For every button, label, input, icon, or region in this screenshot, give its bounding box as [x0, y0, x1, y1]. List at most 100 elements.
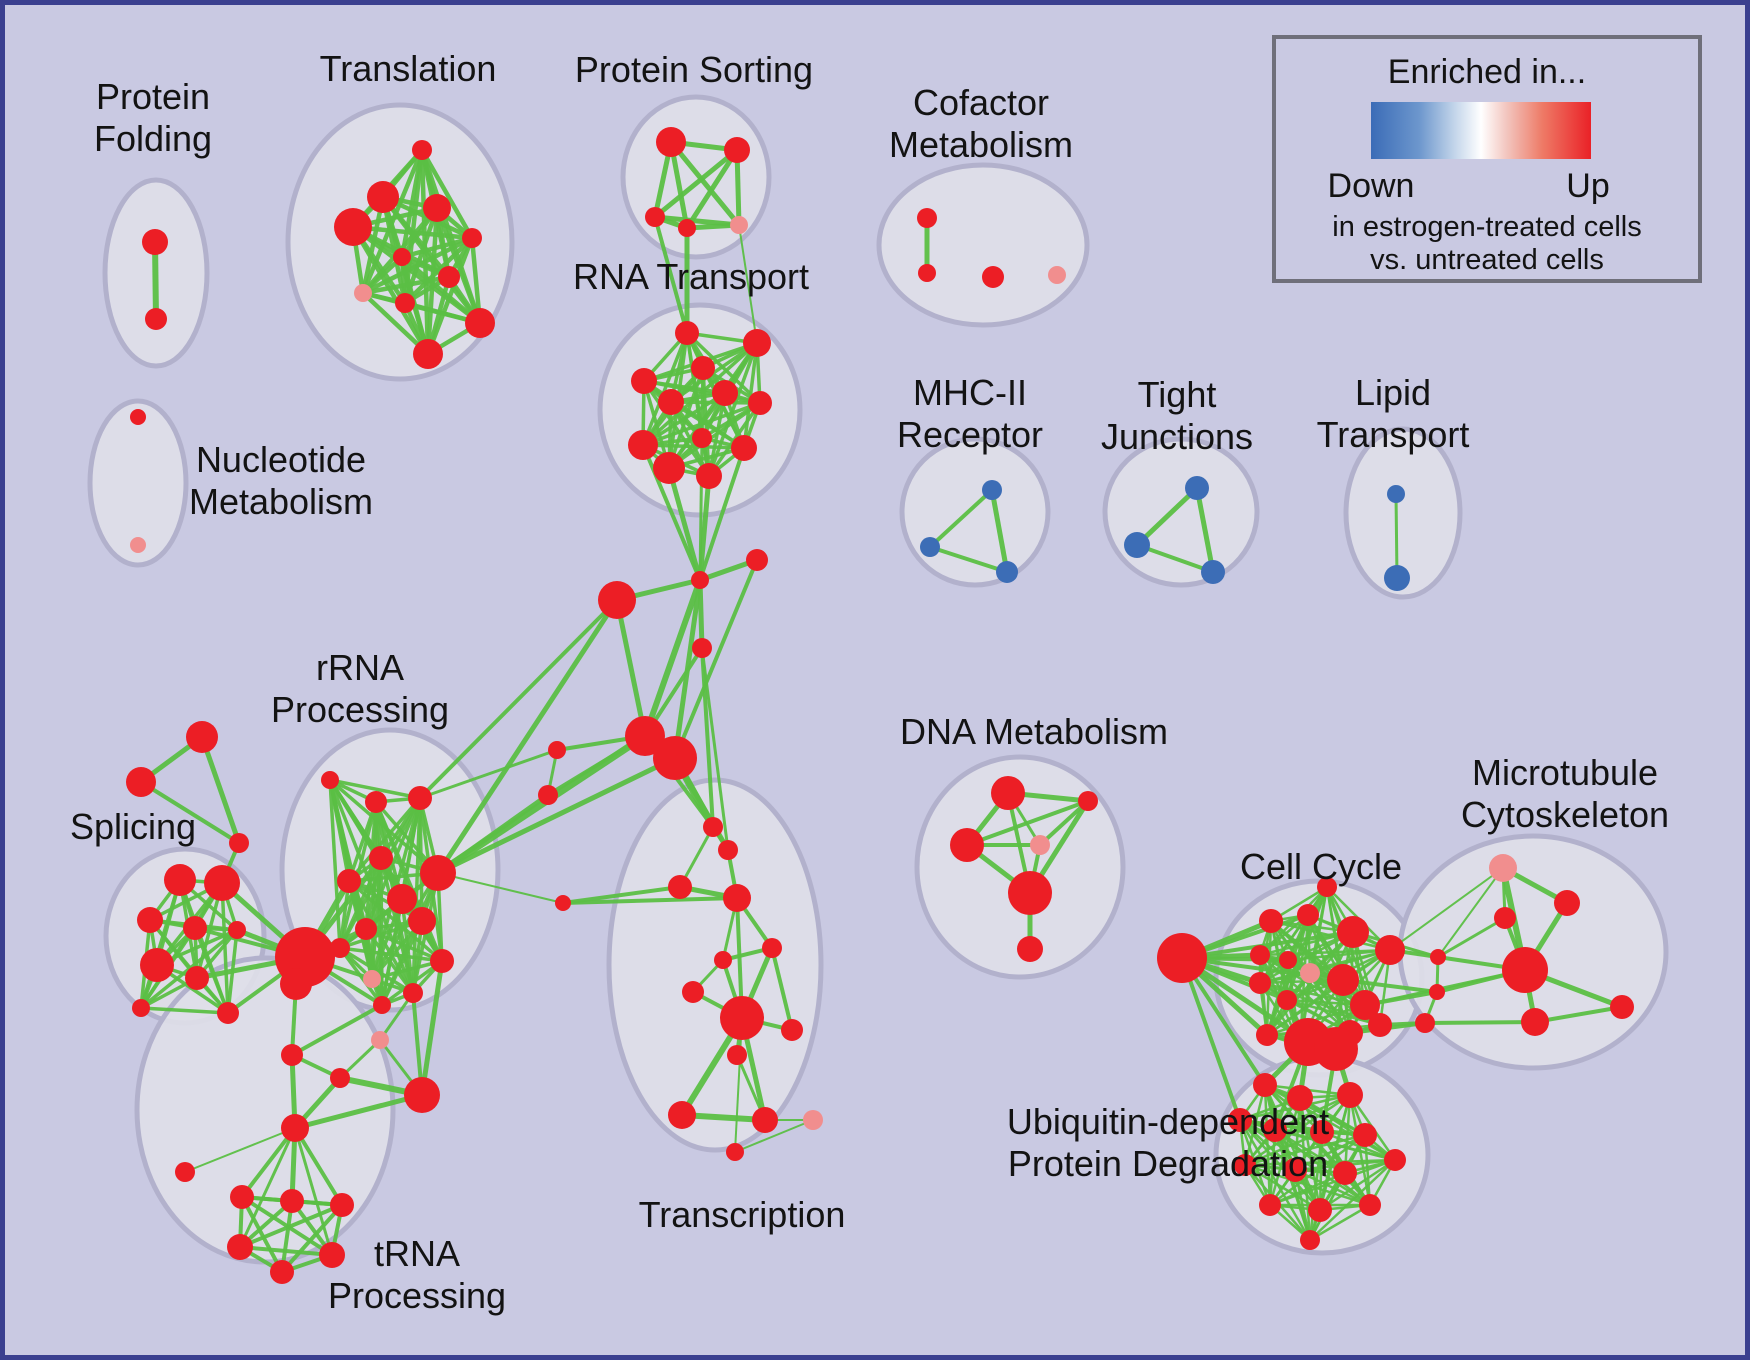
geneset-node-tn5	[227, 1234, 253, 1260]
edge-cG-t2	[562, 885, 681, 905]
edge-v10-v11	[1269, 1158, 1396, 1207]
geneset-node-v10	[1384, 1149, 1406, 1171]
geneset-node-dm4	[1008, 871, 1052, 915]
geneset-node-cm1	[918, 264, 936, 282]
edge-tn2-tn7	[240, 1196, 284, 1273]
geneset-node-dm2	[950, 828, 984, 862]
geneset-node-cb2	[1314, 1027, 1358, 1071]
edge-rt0-rt8	[641, 332, 689, 446]
geneset-node-pf1	[145, 308, 167, 330]
edge-tj0-tj2	[1194, 487, 1216, 573]
edge-rt6-rt8	[642, 401, 761, 447]
geneset-node-v13	[1359, 1194, 1381, 1216]
edge-mh0-mh1	[928, 488, 994, 549]
geneset-node-v5	[1310, 1120, 1334, 1144]
geneset-node-t4	[714, 951, 732, 969]
edge-rr8-rr12	[380, 920, 424, 1006]
edge-t7-t13	[734, 1017, 743, 1153]
geneset-node-tj0	[1185, 476, 1209, 500]
geneset-node-rr0	[321, 771, 339, 789]
edge-h2-rr6	[436, 755, 677, 876]
geneset-node-rt6	[748, 391, 772, 415]
geneset-node-cC	[746, 549, 768, 571]
geneset-node-t5	[762, 938, 782, 958]
geneset-node-t8	[781, 1019, 803, 1041]
edge-cC-h2	[673, 559, 759, 759]
edge-ps1-ps2	[653, 148, 739, 219]
edge-ch-v3	[1180, 957, 1242, 1121]
edge-v3-v14	[1238, 1119, 1312, 1241]
geneset-node-tna	[281, 1044, 303, 1066]
cluster-label-trna-processing: tRNA Processing	[328, 1233, 506, 1316]
cluster-label-tight-junctions: Tight Junctions	[1101, 374, 1253, 457]
geneset-node-mh0	[982, 480, 1002, 500]
edge-tn0-tn4	[293, 1126, 344, 1207]
geneset-node-n1	[1429, 984, 1445, 1000]
geneset-node-tl1	[367, 181, 399, 213]
edge-cG-t3	[562, 896, 738, 905]
edge-tl1-tl7	[360, 196, 386, 294]
geneset-node-cc0	[1259, 909, 1283, 933]
geneset-node-ps0	[656, 127, 686, 157]
geneset-node-nm0	[130, 409, 146, 425]
geneset-node-rr13	[330, 938, 350, 958]
geneset-node-ps1	[724, 137, 750, 163]
geneset-node-rt5	[658, 389, 684, 415]
cluster-label-microtubule-cytoskeleton: Microtubule Cytoskeleton	[1461, 752, 1669, 835]
edge-v4-v10	[1274, 1128, 1396, 1162]
cluster-ellipse-transcription	[606, 777, 824, 1153]
geneset-node-tnb	[330, 1068, 350, 1088]
edge-tr0-tr2	[199, 736, 242, 844]
geneset-node-tn7	[270, 1260, 294, 1284]
edge-v8-v13	[1294, 1168, 1371, 1207]
edge-ps4-rt1	[738, 224, 758, 344]
geneset-node-ch	[1157, 933, 1207, 983]
edge-cc10-cc14	[1286, 998, 1381, 1027]
edge-tn5-tn6	[239, 1245, 333, 1257]
geneset-node-rr6	[420, 855, 456, 891]
edge-cA-rr2	[418, 598, 619, 800]
edge-sp4-sp7	[139, 928, 239, 1010]
geneset-node-cc9	[1249, 972, 1271, 994]
cluster-label-lipid-transport: Lipid Transport	[1317, 372, 1470, 455]
geneset-node-rt2	[631, 368, 657, 394]
cluster-label-nucleotide-metabolism: Nucleotide Metabolism	[189, 439, 373, 522]
geneset-node-ps4	[730, 216, 748, 234]
geneset-node-v12	[1308, 1198, 1332, 1222]
geneset-node-v14	[1300, 1230, 1320, 1250]
edge-rr0-rr13	[328, 779, 342, 949]
geneset-node-tr1	[126, 767, 156, 797]
edge-rt8-rt9	[642, 443, 745, 450]
geneset-node-cA	[598, 581, 636, 619]
cluster-ellipse-dna-metabolism	[914, 754, 1126, 980]
geneset-node-rr5	[387, 884, 417, 914]
edge-mh1-mh2	[929, 545, 1008, 574]
geneset-node-dm0	[991, 776, 1025, 810]
geneset-node-rt3	[691, 356, 715, 380]
geneset-node-cc11	[1256, 1024, 1278, 1046]
geneset-node-lt0	[1387, 485, 1405, 503]
cluster-label-mhc-ii-receptor: MHC-II Receptor	[897, 372, 1043, 455]
geneset-node-sp6	[185, 966, 209, 990]
geneset-node-m0	[1489, 854, 1517, 882]
geneset-node-cG	[555, 895, 571, 911]
geneset-node-rr8	[408, 907, 436, 935]
geneset-node-sp0	[164, 864, 196, 896]
cluster-label-cell-cycle: Cell Cycle	[1240, 846, 1402, 887]
legend-down-label: Down	[1327, 167, 1415, 205]
edge-tl4-tl5	[401, 235, 473, 260]
edge-h1-rr6	[436, 733, 647, 876]
edge-v2-v4	[1274, 1093, 1351, 1132]
edge-rr2-rr4	[347, 796, 422, 883]
edge-n0-m2	[1437, 916, 1506, 959]
geneset-node-ps3	[678, 219, 696, 237]
geneset-node-cE	[548, 741, 566, 759]
geneset-node-cc5	[1279, 951, 1297, 969]
geneset-node-tl9	[465, 308, 495, 338]
geneset-node-rt9	[731, 435, 757, 461]
edge-tn0-tn1	[184, 1127, 296, 1173]
geneset-node-t11	[752, 1107, 778, 1133]
edge-lt0-lt1	[1394, 493, 1399, 579]
geneset-node-v7	[1234, 1154, 1256, 1176]
